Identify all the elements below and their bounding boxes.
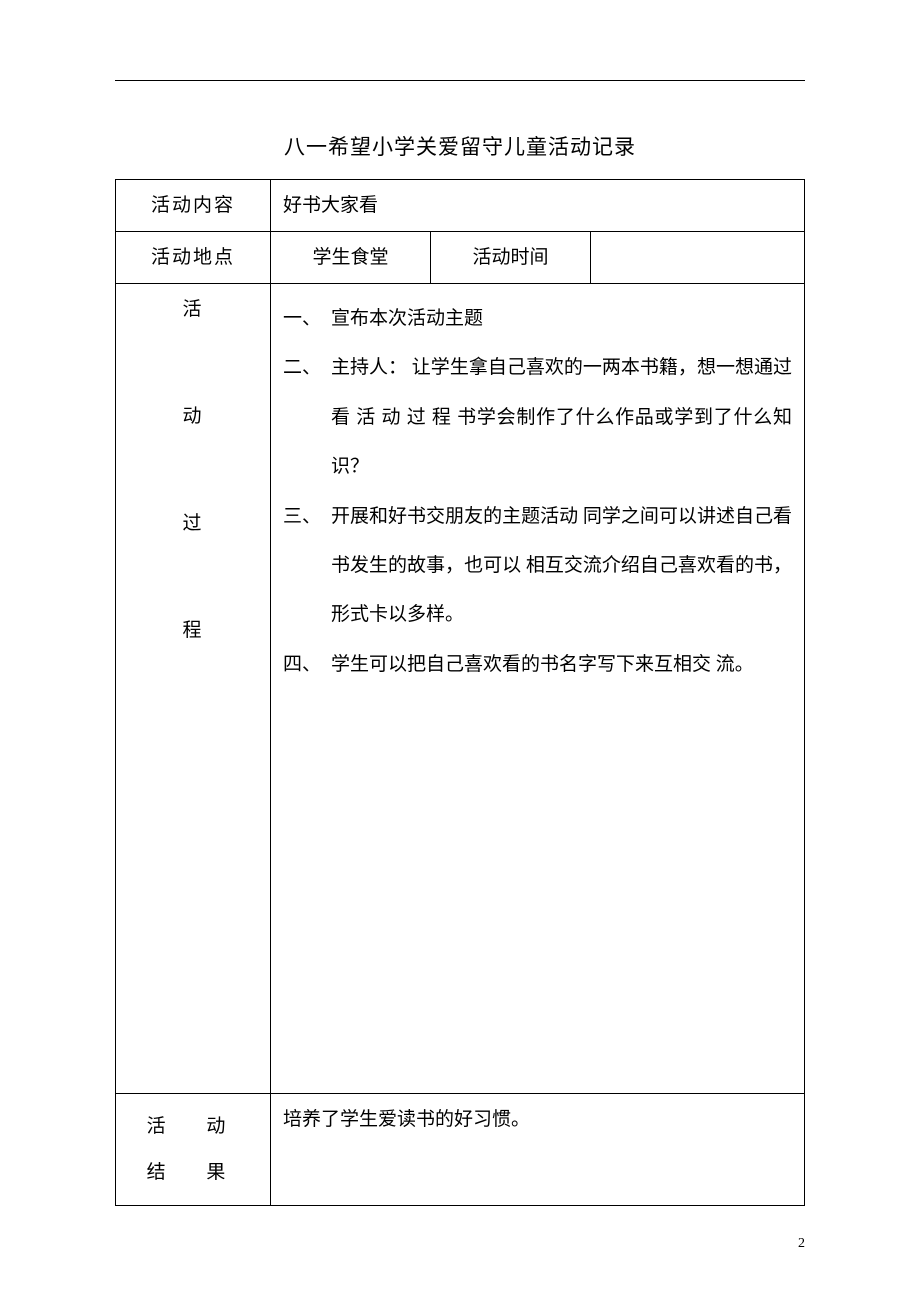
result-label-cell: 活 动 结 果	[116, 1094, 271, 1206]
process-vertical-label: 活 动 过 程	[128, 294, 258, 722]
process-row: 活 动 过 程 一、 宣布本次活动主题 二、 主持人： 让学生拿自己喜欢的一两本…	[116, 284, 805, 1094]
process-marker: 四、	[283, 640, 331, 689]
process-text: 宣布本次活动主题	[331, 294, 792, 343]
process-item-4: 四、 学生可以把自己喜欢看的书名字写下来互相交 流。	[283, 640, 792, 689]
location-time-row: 活动地点 学生食堂 活动时间	[116, 232, 805, 284]
page-number: 2	[798, 1236, 805, 1252]
process-item-1: 一、 宣布本次活动主题	[283, 294, 792, 343]
process-item-2: 二、 主持人： 让学生拿自己喜欢的一两本书籍，想一想通过看 活 动 过 程 书学…	[283, 343, 792, 491]
process-content-cell: 一、 宣布本次活动主题 二、 主持人： 让学生拿自己喜欢的一两本书籍，想一想通过…	[271, 284, 805, 1094]
process-marker: 一、	[283, 294, 331, 343]
content-row: 活动内容 好书大家看	[116, 180, 805, 232]
result-label-line1: 活 动	[128, 1104, 258, 1150]
process-char-3: 过	[182, 508, 203, 535]
time-label: 活动时间	[431, 232, 591, 284]
location-label: 活动地点	[116, 232, 271, 284]
process-char-4: 程	[182, 615, 203, 642]
header-divider	[115, 80, 805, 81]
content-value: 好书大家看	[271, 180, 805, 232]
activity-record-table: 活动内容 好书大家看 活动地点 学生食堂 活动时间 活 动 过 程 一、 宣布本…	[115, 179, 805, 1206]
process-text: 学生可以把自己喜欢看的书名字写下来互相交 流。	[331, 640, 792, 689]
time-value	[591, 232, 805, 284]
process-marker: 二、	[283, 343, 331, 491]
content-label: 活动内容	[116, 180, 271, 232]
process-text: 开展和好书交朋友的主题活动 同学之间可以讲述自己看书发生的故事，也可以 相互交流…	[331, 492, 792, 640]
process-char-2: 动	[182, 401, 203, 428]
location-value: 学生食堂	[271, 232, 431, 284]
process-char-1: 活	[182, 294, 203, 321]
result-row: 活 动 结 果 培养了学生爱读书的好习惯。	[116, 1094, 805, 1206]
process-item-3: 三、 开展和好书交朋友的主题活动 同学之间可以讲述自己看书发生的故事，也可以 相…	[283, 492, 792, 640]
document-title: 八一希望小学关爱留守儿童活动记录	[115, 131, 805, 161]
result-content: 培养了学生爱读书的好习惯。	[271, 1094, 805, 1206]
process-marker: 三、	[283, 492, 331, 640]
result-label-line2: 结 果	[128, 1150, 258, 1196]
process-label-cell: 活 动 过 程	[116, 284, 271, 1094]
process-text: 主持人： 让学生拿自己喜欢的一两本书籍，想一想通过看 活 动 过 程 书学会制作…	[331, 343, 792, 491]
